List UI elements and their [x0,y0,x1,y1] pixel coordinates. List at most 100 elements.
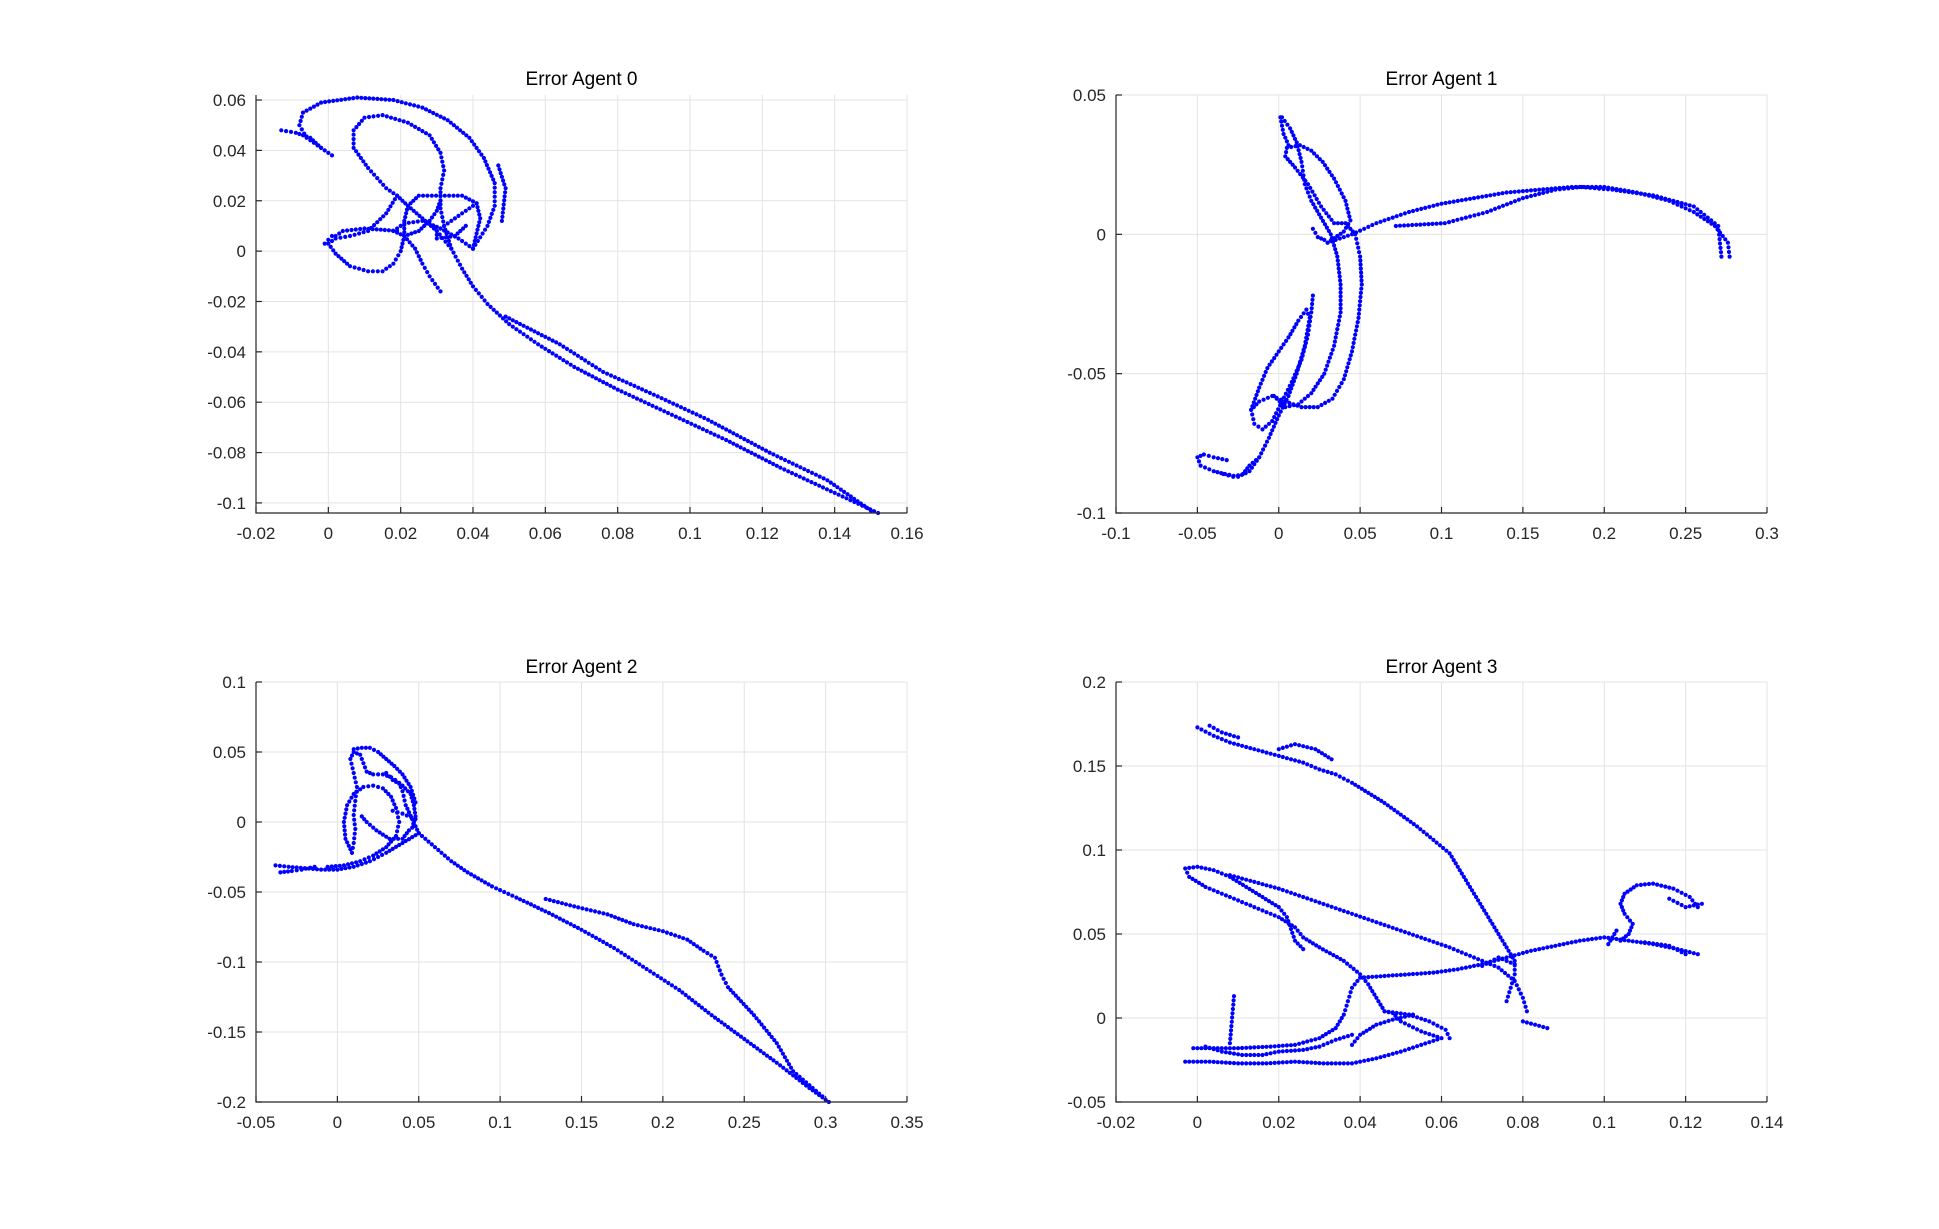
data-point [1280,887,1285,893]
data-point [1253,396,1258,401]
data-point [1508,952,1513,957]
data-point [337,863,342,868]
data-point [396,824,401,829]
data-point [413,246,418,251]
data-point [1618,188,1623,193]
data-point [748,1041,753,1046]
data-point [1431,1038,1436,1043]
data-point [470,284,476,289]
data-point [642,400,647,405]
data-point [1427,970,1432,976]
data-point [813,481,818,486]
data-point [345,228,350,233]
data-point [1585,937,1591,942]
data-point [543,896,548,902]
data-point [1354,324,1359,329]
data-point [686,408,691,413]
data-point [1447,200,1452,205]
data-point [1394,927,1399,932]
data-point [1506,948,1511,953]
data-point [393,116,398,121]
data-point [1541,946,1546,951]
data-point [1310,301,1315,307]
data-point [1426,222,1431,227]
data-point [727,429,732,434]
data-point [1349,911,1355,916]
data-point [413,196,419,201]
data-point [438,198,443,203]
data-point [417,213,422,218]
data-point [820,485,826,490]
data-point [1524,1009,1529,1014]
data-point [1309,746,1314,751]
data-point [1338,310,1343,315]
data-point [786,1062,792,1067]
data-point [474,145,479,150]
data-point [1297,893,1302,898]
data-point [1687,950,1692,955]
data-point [536,342,541,347]
data-point [1492,963,1497,969]
data-point [1298,314,1304,320]
data-point [1549,944,1554,949]
data-point [1512,972,1517,977]
data-point [659,396,664,401]
data-point [343,811,348,816]
plot-title: Error Agent 1 [1386,69,1498,90]
data-point [1211,1047,1216,1052]
data-point [608,383,613,388]
data-point [438,289,443,294]
data-point [1326,214,1331,219]
data-point [700,427,706,432]
data-point [1309,1038,1314,1043]
data-point [514,320,519,325]
data-point [377,830,382,835]
data-point [1309,391,1314,396]
data-point [1406,209,1412,215]
data-point [354,784,359,790]
data-point [1266,421,1272,426]
data-point [372,223,377,228]
data-point [1284,1060,1289,1065]
data-point [1309,310,1314,315]
data-point [1393,223,1398,229]
data-point [1329,173,1334,178]
data-point [1398,1011,1403,1016]
data-point [1358,266,1363,271]
data-point [1315,381,1320,386]
data-point [1507,990,1512,995]
data-point [1625,915,1630,920]
data-point [442,116,447,121]
data-point [539,344,544,349]
data-point [352,775,357,780]
x-tick-label: 0.15 [565,1113,598,1132]
data-point [1250,460,1255,465]
data-point [1370,1057,1375,1062]
data-point [1386,924,1391,929]
data-point [1319,751,1324,756]
data-point [1352,336,1357,341]
data-point [543,909,548,914]
data-point [1435,1023,1440,1028]
x-tick-label: 0.14 [1750,1113,1783,1132]
data-point [381,182,386,187]
data-point [1310,297,1315,302]
data-point [452,861,457,866]
data-point [1333,772,1338,777]
data-point [1313,384,1318,389]
data-point [1206,453,1211,458]
data-point [411,821,416,827]
data-point [762,1025,767,1030]
data-point [392,197,397,202]
data-point [1608,938,1613,943]
data-point [441,219,446,224]
x-tick-label: 0.3 [1755,524,1779,543]
data-point [405,120,410,125]
data-point [1622,189,1627,194]
data-point [1199,727,1204,732]
data-point [1313,747,1318,752]
data-point [489,211,494,216]
data-point [669,983,675,988]
data-point [690,998,695,1003]
data-point [1323,400,1328,405]
